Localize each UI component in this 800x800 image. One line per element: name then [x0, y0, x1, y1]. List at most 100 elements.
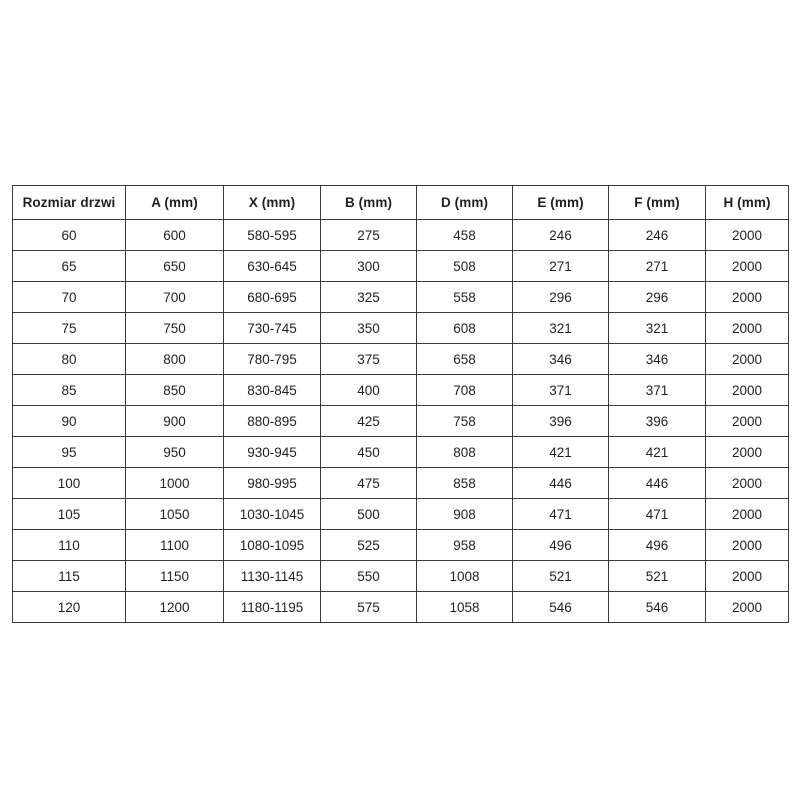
column-header-1: A (mm) — [125, 185, 224, 220]
table-cell: 500 — [320, 498, 417, 530]
table-cell: 371 — [608, 374, 706, 406]
table-cell: 396 — [608, 405, 706, 437]
table-cell: 70 — [12, 281, 126, 313]
table-cell: 496 — [608, 529, 706, 561]
table-cell: 980-995 — [223, 467, 321, 499]
column-header-7: H (mm) — [705, 185, 789, 220]
column-header-0: Rozmiar drzwi — [12, 185, 126, 220]
table-row: 100 1000 980-995 475 858 446 446 2000 — [12, 467, 789, 499]
table-cell: 85 — [12, 374, 126, 406]
table-row: 80 800 780-795 375 658 346 346 2000 — [12, 343, 789, 375]
table-cell: 900 — [125, 405, 224, 437]
column-header-5: E (mm) — [512, 185, 609, 220]
table-cell: 1200 — [125, 591, 224, 623]
table-row: 105 1050 1030-1045 500 908 471 471 2000 — [12, 498, 789, 530]
table-cell: 580-595 — [223, 219, 321, 251]
table-cell: 1000 — [125, 467, 224, 499]
table-cell: 371 — [512, 374, 609, 406]
table-cell: 496 — [512, 529, 609, 561]
column-header-4: D (mm) — [416, 185, 513, 220]
table-cell: 475 — [320, 467, 417, 499]
table-cell: 246 — [512, 219, 609, 251]
table-cell: 105 — [12, 498, 126, 530]
table-cell: 120 — [12, 591, 126, 623]
table-cell: 2000 — [705, 281, 789, 313]
table-cell: 608 — [416, 312, 513, 344]
table-cell: 425 — [320, 405, 417, 437]
table-cell: 2000 — [705, 436, 789, 468]
table-cell: 750 — [125, 312, 224, 344]
table-cell: 325 — [320, 281, 417, 313]
table-cell: 700 — [125, 281, 224, 313]
table-cell: 65 — [12, 250, 126, 282]
table-cell: 321 — [608, 312, 706, 344]
table-cell: 1150 — [125, 560, 224, 592]
table-row: 90 900 880-895 425 758 396 396 2000 — [12, 405, 789, 437]
table-cell: 2000 — [705, 467, 789, 499]
table-cell: 1100 — [125, 529, 224, 561]
table-row: 70 700 680-695 325 558 296 296 2000 — [12, 281, 789, 313]
table-cell: 296 — [512, 281, 609, 313]
table-cell: 508 — [416, 250, 513, 282]
table-cell: 830-845 — [223, 374, 321, 406]
table-cell: 60 — [12, 219, 126, 251]
table-row: 120 1200 1180-1195 575 1058 546 546 2000 — [12, 591, 789, 623]
table-cell: 271 — [512, 250, 609, 282]
table-cell: 958 — [416, 529, 513, 561]
table-cell: 1080-1095 — [223, 529, 321, 561]
table-cell: 546 — [512, 591, 609, 623]
table-row: 60 600 580-595 275 458 246 246 2000 — [12, 219, 789, 251]
table-cell: 296 — [608, 281, 706, 313]
table-cell: 546 — [608, 591, 706, 623]
table-cell: 650 — [125, 250, 224, 282]
table-cell: 780-795 — [223, 343, 321, 375]
table-cell: 2000 — [705, 374, 789, 406]
table-cell: 95 — [12, 436, 126, 468]
table-cell: 680-695 — [223, 281, 321, 313]
column-header-6: F (mm) — [608, 185, 706, 220]
table-header: Rozmiar drzwi A (mm) X (mm) B (mm) D (mm) E (… — [12, 185, 789, 220]
table-cell: 1058 — [416, 591, 513, 623]
table-cell: 880-895 — [223, 405, 321, 437]
table-row: 110 1100 1080-1095 525 958 496 496 2000 — [12, 529, 789, 561]
table-cell: 1030-1045 — [223, 498, 321, 530]
table-cell: 421 — [608, 436, 706, 468]
table-cell: 600 — [125, 219, 224, 251]
table-cell: 525 — [320, 529, 417, 561]
table-body: 60 600 580-595 275 458 246 246 2000 65 650 630-645… — [12, 219, 789, 623]
table-cell: 630-645 — [223, 250, 321, 282]
table-cell: 471 — [608, 498, 706, 530]
table-cell: 396 — [512, 405, 609, 437]
table-cell: 708 — [416, 374, 513, 406]
table-cell: 458 — [416, 219, 513, 251]
table-cell: 758 — [416, 405, 513, 437]
table-header-row: Rozmiar drzwi A (mm) X (mm) B (mm) D (mm) E (… — [12, 185, 789, 220]
table-cell: 908 — [416, 498, 513, 530]
table-cell: 730-745 — [223, 312, 321, 344]
table-cell: 346 — [512, 343, 609, 375]
table-cell: 2000 — [705, 529, 789, 561]
table-row: 75 750 730-745 350 608 321 321 2000 — [12, 312, 789, 344]
table-cell: 808 — [416, 436, 513, 468]
column-header-2: X (mm) — [223, 185, 321, 220]
table-cell: 2000 — [705, 591, 789, 623]
table-cell: 275 — [320, 219, 417, 251]
table-cell: 2000 — [705, 343, 789, 375]
table-cell: 521 — [512, 560, 609, 592]
table-row: 95 950 930-945 450 808 421 421 2000 — [12, 436, 789, 468]
table-cell: 2000 — [705, 312, 789, 344]
table-cell: 110 — [12, 529, 126, 561]
table-cell: 421 — [512, 436, 609, 468]
table-cell: 350 — [320, 312, 417, 344]
table-cell: 1050 — [125, 498, 224, 530]
table-cell: 2000 — [705, 560, 789, 592]
table-cell: 550 — [320, 560, 417, 592]
table-cell: 1180-1195 — [223, 591, 321, 623]
table-cell: 658 — [416, 343, 513, 375]
column-header-3: B (mm) — [320, 185, 417, 220]
table-cell: 575 — [320, 591, 417, 623]
door-size-specification-table: Rozmiar drzwi A (mm) X (mm) B (mm) D (mm) E (… — [12, 185, 789, 623]
table-cell: 321 — [512, 312, 609, 344]
table-cell: 2000 — [705, 219, 789, 251]
